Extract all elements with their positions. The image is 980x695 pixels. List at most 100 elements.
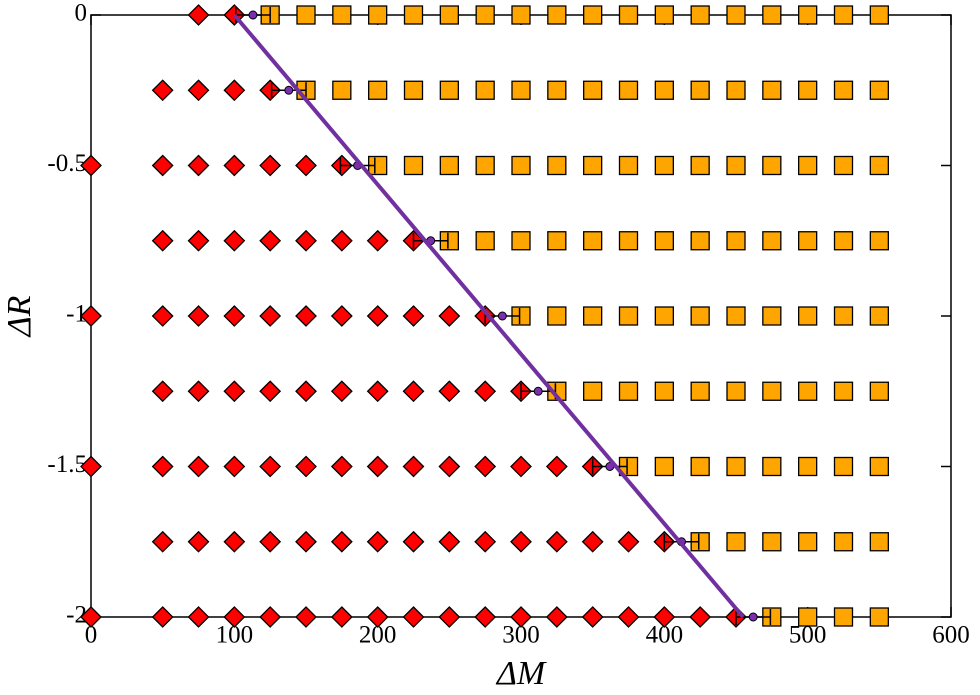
square-point xyxy=(690,381,710,401)
square-point xyxy=(654,5,674,25)
square-point xyxy=(583,381,603,401)
square-point xyxy=(833,532,854,552)
square-point xyxy=(690,306,710,326)
square-point xyxy=(833,607,854,627)
diamond-point xyxy=(366,530,389,553)
square-point xyxy=(618,155,639,176)
diamond-point xyxy=(617,606,640,628)
diamond-point xyxy=(223,154,246,177)
diamond-point xyxy=(223,305,246,327)
diamond-point xyxy=(80,305,102,327)
square-point xyxy=(869,532,889,552)
square-point xyxy=(547,5,567,25)
transition-point xyxy=(284,85,294,95)
square-point xyxy=(511,5,531,25)
square-point xyxy=(726,532,746,552)
diamond-point xyxy=(474,606,497,628)
diamond-point xyxy=(295,229,317,252)
square-point xyxy=(296,5,316,25)
x-tick-label: 600 xyxy=(932,622,970,649)
diamond-point xyxy=(510,606,532,628)
square-point xyxy=(798,80,818,100)
square-point xyxy=(403,5,424,25)
diamond-point xyxy=(330,455,353,478)
diamond-point xyxy=(151,229,174,252)
diamond-point xyxy=(510,455,532,478)
square-point xyxy=(798,306,818,326)
square-point xyxy=(762,306,782,326)
square-point xyxy=(798,5,818,25)
diamond-point xyxy=(259,380,282,403)
square-point xyxy=(690,80,710,100)
square-point xyxy=(726,80,746,100)
diamond-point xyxy=(223,455,246,478)
y-tick-label: -1.5 xyxy=(47,451,87,478)
diamond-point xyxy=(223,530,246,553)
square-point xyxy=(690,5,710,25)
diamond-point xyxy=(438,455,461,478)
diamond-point xyxy=(581,530,604,553)
square-point xyxy=(368,5,388,25)
square-point xyxy=(762,456,782,477)
diamond-point xyxy=(545,530,568,553)
square-point xyxy=(869,5,889,25)
diamond-point xyxy=(80,606,102,628)
diamond-point xyxy=(223,79,246,102)
x-tick-label: 0 xyxy=(85,622,98,649)
square-point xyxy=(439,80,459,100)
square-point xyxy=(762,80,782,100)
y-tick-label: -2 xyxy=(66,602,87,629)
square-point xyxy=(547,231,567,251)
square-point xyxy=(475,5,495,25)
y-axis-title: ΔR xyxy=(1,295,38,338)
diamond-point xyxy=(438,380,461,403)
square-point xyxy=(403,155,424,176)
diamond-point xyxy=(187,229,210,252)
diamond-point xyxy=(402,530,425,553)
square-point xyxy=(654,155,674,176)
diamond-point xyxy=(295,530,317,553)
diamond-point xyxy=(187,606,210,628)
square-point xyxy=(762,155,782,176)
diamond-point xyxy=(510,530,532,553)
square-point xyxy=(439,5,459,25)
diamond-point xyxy=(223,229,246,252)
square-point xyxy=(654,456,674,477)
square-point xyxy=(726,381,746,401)
square-point xyxy=(762,231,782,251)
square-point xyxy=(583,5,603,25)
square-point xyxy=(726,306,746,326)
square-point xyxy=(547,80,567,100)
diamond-point xyxy=(151,305,174,327)
diamond-point xyxy=(366,606,389,628)
diamond-point xyxy=(187,4,210,26)
square-point xyxy=(583,306,603,326)
diamond-point xyxy=(330,530,353,553)
diamond-point xyxy=(80,455,102,478)
diamond-point xyxy=(545,455,568,478)
square-point xyxy=(654,80,674,100)
square-point xyxy=(869,456,889,477)
diamond-point xyxy=(330,606,353,628)
diamond-point xyxy=(581,606,604,628)
square-point xyxy=(869,381,889,401)
diamond-point xyxy=(545,606,568,628)
square-point xyxy=(618,381,639,401)
diamond-point xyxy=(295,380,317,403)
diamond-point xyxy=(402,455,425,478)
square-point xyxy=(618,231,639,251)
square-point xyxy=(690,456,710,477)
diamond-point xyxy=(366,380,389,403)
diamond-point xyxy=(474,455,497,478)
square-point xyxy=(654,306,674,326)
diamond-point xyxy=(330,229,353,252)
diamond-point xyxy=(295,305,317,327)
square-point xyxy=(833,155,854,176)
diamond-point xyxy=(151,380,174,403)
diamond-point xyxy=(295,154,317,177)
diamond-point xyxy=(402,606,425,628)
square-point xyxy=(368,80,388,100)
transition-point xyxy=(497,311,507,321)
diamond-point xyxy=(187,530,210,553)
square-point xyxy=(618,80,639,100)
